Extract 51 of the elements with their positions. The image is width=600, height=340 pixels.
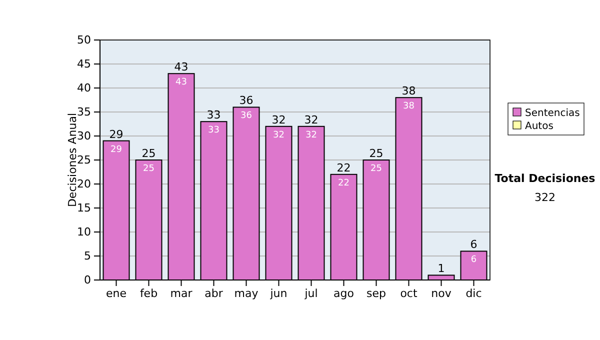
x-tick-label: ago — [334, 286, 354, 300]
y-tick-label: 10 — [77, 226, 91, 239]
x-tick-label: dic — [466, 286, 482, 300]
y-tick-label: 45 — [77, 58, 91, 71]
total-label: 33 — [206, 108, 221, 122]
y-tick-label: 15 — [77, 202, 91, 215]
y-tick-label: 0 — [84, 274, 91, 287]
data-label: 32 — [273, 130, 284, 140]
x-tick-label: may — [234, 286, 259, 300]
text: 322 — [534, 191, 556, 204]
total-label: 36 — [239, 94, 254, 108]
data-label: 38 — [403, 102, 415, 112]
data-label: 36 — [240, 111, 252, 122]
y-tick-label: 5 — [84, 250, 91, 263]
legend-label: Sentencias — [525, 108, 580, 119]
total-label: 29 — [109, 128, 124, 141]
data-label: 33 — [208, 126, 220, 136]
x-tick-label: jul — [304, 286, 318, 300]
x-tick-label: oct — [400, 286, 418, 300]
data-label: 6 — [470, 255, 477, 266]
y-tick-label: 30 — [77, 130, 91, 143]
x-tick-label: nov — [431, 286, 452, 300]
total-label: 1 — [438, 262, 445, 276]
legend-label: Autos — [525, 121, 554, 132]
data-label: 29 — [110, 144, 122, 155]
total-label: 43 — [174, 60, 188, 74]
data-label: 32 — [306, 130, 317, 140]
x-tick-label: mar — [170, 286, 193, 300]
x-tick-label: feb — [140, 286, 158, 300]
total-label: 32 — [272, 113, 286, 126]
y-tick-label: 25 — [77, 154, 91, 167]
total-label: 32 — [304, 113, 318, 126]
data-label: 25 — [370, 164, 382, 174]
y-tick-label: 35 — [77, 106, 91, 119]
total-label: 25 — [142, 147, 156, 160]
data-label: 43 — [176, 78, 187, 88]
total-label: 25 — [369, 147, 384, 160]
y-axis-title: Decisiones Anual — [66, 112, 79, 208]
y-tick-label: 40 — [77, 82, 91, 95]
x-tick-label: ene — [106, 286, 127, 300]
y-tick-label: 20 — [77, 178, 91, 191]
text: Total Decisiones — [494, 172, 596, 185]
data-label: 22 — [338, 178, 350, 188]
x-tick-label: sep — [366, 286, 386, 300]
x-tick-label: jun — [269, 286, 288, 300]
y-tick-label: 50 — [77, 34, 91, 47]
total-label: 22 — [336, 161, 351, 174]
x-tick-label: abr — [204, 286, 224, 300]
total-label: 38 — [402, 84, 416, 98]
total-label: 6 — [470, 238, 478, 252]
data-label: 25 — [143, 164, 154, 174]
